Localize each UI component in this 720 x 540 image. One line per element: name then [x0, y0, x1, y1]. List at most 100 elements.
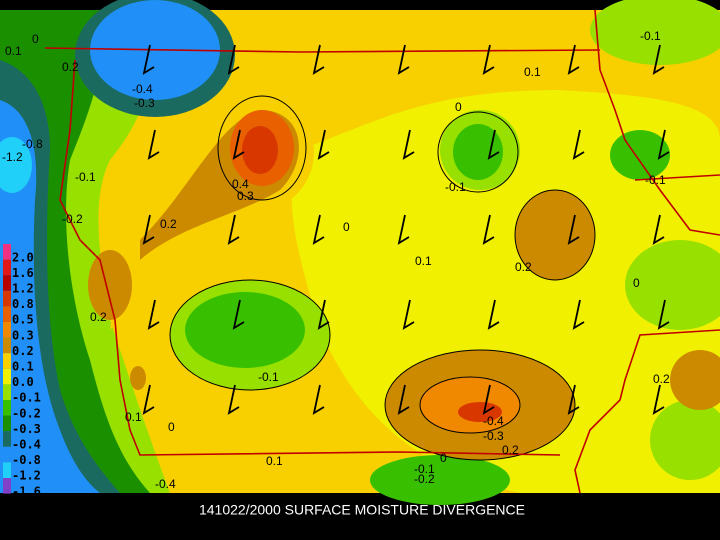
contour-label: 0.1 [415, 254, 432, 268]
state-line [594, 9, 720, 236]
legend-label: -0.2 [12, 406, 41, 420]
legend-label: 0.8 [12, 297, 34, 311]
neg-region [625, 240, 720, 330]
legend-swatch [3, 244, 11, 260]
legend-swatch [3, 337, 11, 354]
contour-label: -0.1 [258, 370, 279, 384]
wind-barb [572, 299, 585, 330]
legend-swatch [3, 290, 11, 307]
legend-swatch [3, 275, 11, 291]
neg-region [590, 0, 720, 65]
wind-barb [142, 44, 155, 75]
contour-label: -0.3 [134, 96, 155, 110]
pos-region [515, 190, 595, 280]
contour [384, 349, 576, 461]
wind-barb [227, 44, 240, 75]
pos-region [458, 402, 502, 422]
wind-barb [482, 214, 495, 245]
wind-barb [402, 299, 415, 330]
contour-label: -1.2 [2, 150, 23, 164]
wind-barb [397, 44, 410, 75]
contour-label: 0 [343, 220, 350, 234]
wind-barb [142, 214, 155, 245]
contour-label: -0.1 [645, 173, 666, 187]
wind-barb [657, 129, 670, 160]
wind-barb [227, 214, 240, 245]
contour-label: -0.1 [414, 462, 435, 476]
state-line [59, 59, 561, 456]
contours [169, 95, 596, 461]
legend-swatch [3, 431, 11, 447]
legend-label: 0.1 [12, 360, 34, 374]
contour-label: -0.2 [414, 472, 435, 486]
contour-label: 0.3 [237, 189, 254, 203]
wind-barb [312, 214, 325, 245]
contour-label: 0.2 [515, 260, 532, 274]
legend-label: 2.0 [12, 250, 34, 264]
pos-region [670, 350, 720, 410]
wind-barb [567, 44, 580, 75]
contour-label: 0.1 [266, 454, 283, 468]
state-line [634, 174, 720, 181]
contour-label: 0.2 [62, 60, 79, 74]
state-lines [44, 9, 720, 494]
legend-swatch [3, 306, 11, 322]
contour-label: -0.1 [640, 29, 661, 43]
contour-label: 0.2 [502, 443, 519, 457]
contour-label: -0.1 [445, 180, 466, 194]
legend-swatch [3, 384, 11, 400]
field [0, 0, 720, 505]
wind-barb [147, 129, 160, 160]
contour-label: -0.4 [483, 414, 504, 428]
contour-label: 0.2 [90, 310, 107, 324]
contour-label: 0 [168, 420, 175, 434]
wind-barb [397, 384, 410, 415]
contour-label: 0 [440, 451, 447, 465]
legend-label: 0.0 [12, 375, 34, 389]
wind-barb [652, 214, 665, 245]
neg-region [185, 292, 305, 368]
contour-label: -0.8 [22, 137, 43, 151]
wind-barb [487, 299, 500, 330]
legend: 2.0 1.6 1.20.8 0.50.3 0.2 0.10.0 -0.1-0.2 -0.3 -… [3, 244, 41, 498]
wind-barb [317, 299, 330, 330]
wind-barb [232, 129, 245, 160]
legend-label: -1.6 [12, 484, 41, 498]
wind-barb [397, 214, 410, 245]
legend-label: 0.3 [12, 328, 34, 342]
contour-label: -0.4 [132, 82, 153, 96]
contour-label: 0 [633, 276, 640, 290]
legend-label: 1.6 [12, 266, 34, 280]
legend-label: 1.2 [12, 282, 34, 296]
wind-barb [147, 299, 160, 330]
wind-barb [487, 129, 500, 160]
wind-barb [572, 129, 585, 160]
contour [437, 111, 519, 193]
legend-swatch [3, 478, 11, 494]
wind-barb [312, 44, 325, 75]
wind-barb [482, 384, 495, 415]
neg-region [0, 137, 32, 193]
legend-swatch [3, 415, 11, 432]
contour-label: -0.2 [62, 212, 83, 226]
contour [169, 279, 331, 391]
legend-label: 0.5 [12, 313, 34, 327]
neg-region [370, 455, 510, 505]
legend-label: -0.4 [12, 438, 41, 452]
contour-label: -0.1 [75, 170, 96, 184]
legend-label: -0.3 [12, 422, 41, 436]
wind-barb [142, 384, 155, 415]
contour-label: -0.4 [155, 477, 176, 491]
neg-region [0, 100, 100, 493]
legend-swatch [3, 462, 11, 478]
contour [514, 189, 596, 281]
wind-barb [317, 129, 330, 160]
pos-region [242, 126, 278, 174]
contour-labels: 0.100.2-0.4-0.3-0.8-1.2-0.1-0.20.40.30.2… [2, 29, 670, 491]
wind-barbs [142, 44, 670, 415]
pos-region [130, 366, 146, 390]
wind-barb [657, 299, 670, 330]
legend-swatch [3, 446, 11, 463]
legend-swatch [3, 353, 11, 369]
